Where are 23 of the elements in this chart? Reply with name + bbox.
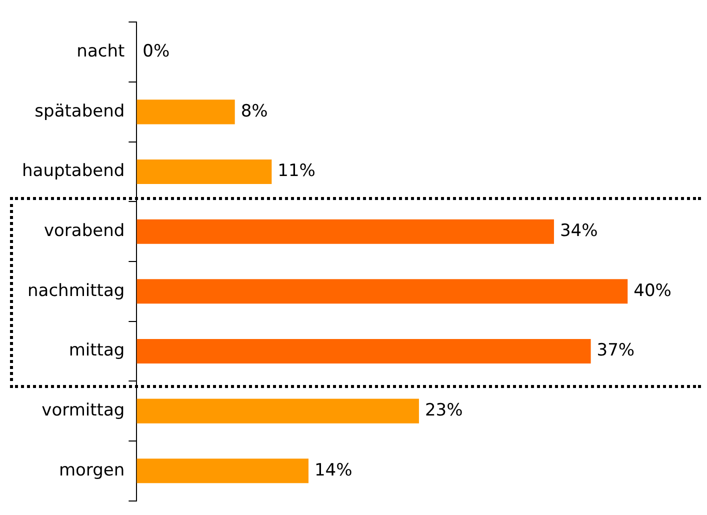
y-tick-label: morgen [58, 460, 125, 480]
data-label: 8% [240, 101, 268, 122]
y-tick-label: spätabend [34, 101, 125, 122]
bar [136, 458, 308, 484]
y-tick-label: nacht [76, 42, 125, 62]
y-tick-label: nachmittag [28, 280, 125, 301]
y-tick-label: vorabend [44, 221, 125, 242]
y-tick-label: hauptabend [22, 161, 125, 182]
data-label: 40% [634, 280, 672, 301]
bar [136, 338, 591, 364]
bar [136, 279, 628, 304]
bar [136, 219, 554, 244]
data-label: 34% [560, 221, 598, 242]
bar [136, 398, 419, 424]
bar [136, 100, 235, 124]
y-tick-label: vormittag [42, 400, 125, 420]
data-label: 23% [424, 400, 463, 420]
data-label: 14% [314, 460, 352, 480]
data-label: 0% [142, 42, 170, 62]
y-tick-label: mittag [68, 340, 125, 361]
bar [136, 160, 272, 184]
data-label: 37% [596, 340, 635, 361]
data-label: 11% [278, 161, 316, 182]
